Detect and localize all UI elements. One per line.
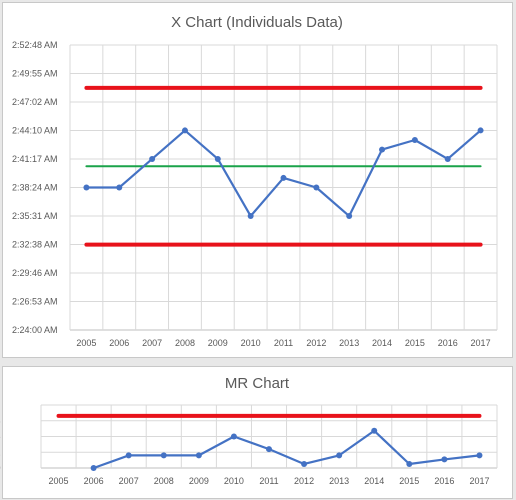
x-data-point bbox=[181, 127, 188, 134]
mr-x-tick-label: 2005 bbox=[49, 476, 69, 486]
mr-data-point bbox=[266, 446, 272, 453]
x-y-tick-label: 2:29:46 AM bbox=[12, 268, 58, 278]
x-x-tick-label: 2016 bbox=[438, 338, 458, 348]
x-data-point bbox=[313, 184, 320, 191]
x-data-point bbox=[477, 127, 484, 134]
mr-series-line bbox=[93, 429, 480, 470]
mr-data-point bbox=[476, 452, 483, 459]
mr-chart-title: MR Chart bbox=[225, 375, 290, 392]
x-y-tick-label: 2:47:02 AM bbox=[12, 97, 58, 107]
x-chart-series bbox=[83, 127, 484, 220]
mr-data-point bbox=[230, 433, 237, 440]
x-chart-title: X Chart (Individuals Data) bbox=[171, 14, 343, 31]
x-chart-limit-lines bbox=[84, 85, 483, 247]
x-x-tick-label: 2005 bbox=[76, 338, 96, 348]
x-x-tick-label: 2010 bbox=[241, 338, 261, 348]
mr-x-tick-label: 2010 bbox=[224, 476, 244, 486]
x-chart-panel: X Chart (Individuals Data) 2:24:00 AM 2:2… bbox=[2, 2, 513, 358]
x-data-point bbox=[379, 146, 386, 153]
mr-x-tick-label: 2008 bbox=[154, 476, 174, 486]
mr-x-tick-label: 2012 bbox=[294, 476, 314, 486]
x-x-tick-label: 2014 bbox=[372, 338, 392, 348]
x-x-tick-label: 2011 bbox=[274, 338, 293, 348]
x-x-tick-label: 2015 bbox=[405, 338, 425, 348]
x-data-point bbox=[83, 184, 90, 191]
x-y-tick-label: 2:35:31 AM bbox=[12, 211, 58, 221]
x-data-point bbox=[346, 213, 353, 220]
mr-data-point bbox=[195, 452, 202, 459]
mr-x-tick-label: 2015 bbox=[399, 476, 419, 486]
mr-x-tick-label: 2011 bbox=[259, 476, 278, 486]
mr-data-point bbox=[160, 452, 167, 459]
mr-y-tick-label: 0:02 bbox=[0, 447, 1, 457]
mr-chart-y-tick-labels: 0:000:020:050:080:11 bbox=[0, 416, 1, 473]
mr-x-tick-label: 2013 bbox=[329, 476, 349, 486]
x-x-tick-label: 2009 bbox=[208, 338, 228, 348]
x-y-tick-label: 2:41:17 AM bbox=[12, 154, 58, 164]
mr-data-point bbox=[125, 452, 132, 459]
mr-y-tick-label: 0:00 bbox=[0, 463, 1, 473]
x-x-tick-label: 2012 bbox=[306, 338, 326, 348]
x-data-point bbox=[149, 155, 156, 162]
mr-data-point bbox=[441, 456, 448, 463]
mr-data-point bbox=[371, 427, 378, 434]
mr-x-tick-label: 2009 bbox=[189, 476, 209, 486]
x-y-tick-label: 2:26:53 AM bbox=[12, 297, 58, 307]
mr-x-tick-label: 2016 bbox=[434, 476, 454, 486]
x-data-point bbox=[116, 184, 123, 191]
x-x-tick-label: 2007 bbox=[142, 338, 162, 348]
x-data-point bbox=[411, 137, 418, 143]
mr-x-tick-label: 2014 bbox=[364, 476, 384, 486]
x-data-point bbox=[247, 213, 254, 220]
x-y-tick-label: 2:52:48 AM bbox=[12, 40, 58, 50]
x-x-tick-label: 2017 bbox=[471, 338, 491, 348]
mr-y-tick-label: 0:08 bbox=[0, 416, 1, 426]
x-y-tick-label: 2:24:00 AM bbox=[12, 325, 58, 335]
mr-x-tick-label: 2006 bbox=[84, 476, 104, 486]
mr-x-tick-label: 2007 bbox=[119, 476, 139, 486]
mr-chart-series bbox=[90, 427, 483, 471]
mr-data-point bbox=[301, 460, 308, 467]
mr-chart: MR Chart 0:000:020:050:080:11 2005200620… bbox=[0, 375, 498, 486]
x-x-tick-label: 2006 bbox=[109, 338, 129, 348]
mr-x-tick-label: 2017 bbox=[469, 476, 489, 486]
mr-data-point bbox=[336, 452, 343, 459]
x-chart-y-tick-labels: 2:24:00 AM 2:26:53 AM 2:29:46 AM 2:32:38 AM… bbox=[12, 40, 58, 335]
x-series-line bbox=[86, 129, 482, 218]
mr-data-point bbox=[90, 465, 97, 471]
x-y-tick-label: 2:49:55 AM bbox=[12, 69, 58, 79]
x-data-point bbox=[280, 174, 287, 181]
mr-chart-x-tick-labels: 2005 2006 2007 2008 2009 2010 2011 2012 2013 2014… bbox=[49, 476, 490, 486]
x-chart: X Chart (Individuals Data) 2:24:00 AM2:2… bbox=[12, 14, 498, 348]
x-data-point bbox=[214, 155, 221, 162]
x-y-tick-label: 2:32:38 AM bbox=[12, 240, 58, 250]
x-x-tick-label: 2008 bbox=[175, 338, 195, 348]
x-x-tick-label: 2013 bbox=[339, 338, 359, 348]
x-data-point bbox=[444, 155, 451, 162]
mr-chart-gridlines bbox=[40, 404, 498, 469]
x-chart-x-tick-labels: 2005 2006 2007 2008 2009 2010 2011 2012 2013 2014… bbox=[76, 338, 490, 348]
mr-data-point bbox=[406, 460, 413, 467]
mr-chart-panel: MR Chart 0:000:020:050:080:11 2005200620… bbox=[0, 366, 513, 499]
x-y-tick-label: 2:38:24 AM bbox=[12, 183, 58, 193]
mr-y-tick-label: 0:05 bbox=[0, 432, 1, 442]
x-y-tick-label: 2:44:10 AM bbox=[12, 126, 58, 136]
